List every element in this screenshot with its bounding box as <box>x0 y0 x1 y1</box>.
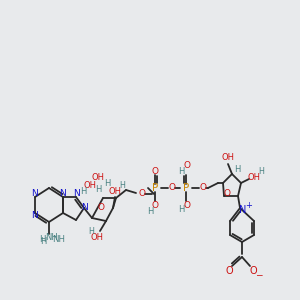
Text: OH: OH <box>91 233 103 242</box>
Text: H: H <box>178 206 184 214</box>
Text: N: N <box>239 205 247 215</box>
Text: O: O <box>139 190 145 199</box>
Text: N: N <box>81 203 87 212</box>
Text: NH: NH <box>46 233 59 242</box>
Text: O: O <box>200 184 206 193</box>
Text: OH: OH <box>92 173 104 182</box>
Text: O: O <box>184 200 190 209</box>
Text: H: H <box>88 226 94 236</box>
Text: OH: OH <box>109 187 122 196</box>
Text: O: O <box>98 202 104 211</box>
Text: P: P <box>152 183 158 193</box>
Text: O: O <box>249 266 257 276</box>
Text: O: O <box>224 190 230 199</box>
Text: P: P <box>183 183 189 193</box>
Text: N: N <box>32 212 38 220</box>
Text: O: O <box>225 266 233 276</box>
Text: O: O <box>169 184 176 193</box>
Text: H: H <box>95 184 101 194</box>
Text: NH: NH <box>52 236 65 244</box>
Text: OH: OH <box>83 181 97 190</box>
Text: +: + <box>246 200 252 209</box>
Text: N: N <box>32 190 38 199</box>
Text: H: H <box>40 236 46 244</box>
Text: H: H <box>178 167 184 176</box>
Text: O: O <box>152 167 158 176</box>
Text: N: N <box>60 190 66 199</box>
Text: H: H <box>147 206 153 215</box>
Text: H: H <box>119 181 125 190</box>
Text: H: H <box>234 164 240 173</box>
Text: H: H <box>104 179 110 188</box>
Text: H: H <box>258 167 264 176</box>
Text: −: − <box>255 271 263 280</box>
Text: OH: OH <box>221 154 235 163</box>
Text: O: O <box>184 161 190 170</box>
Text: O: O <box>152 200 158 209</box>
Text: N: N <box>73 190 80 199</box>
Text: H: H <box>40 236 46 245</box>
Text: H: H <box>80 187 86 196</box>
Text: OH: OH <box>248 172 260 182</box>
